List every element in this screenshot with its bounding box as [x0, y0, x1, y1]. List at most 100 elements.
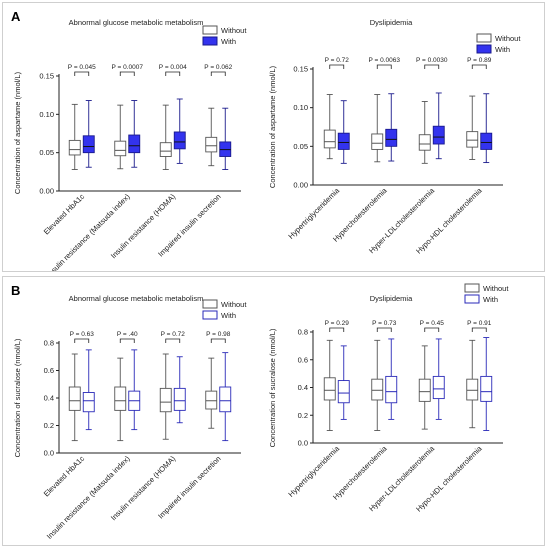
y-tick-label: 0.2 — [298, 411, 308, 420]
chart-glucose-aspartame: Abnormal glucose metabolic metabolism 0.0… — [13, 18, 247, 271]
legend-swatch-without — [202, 299, 218, 309]
y-tick-label: 0.10 — [39, 110, 54, 119]
panel-a: A Abnormal glucose metabolic metabolism 0… — [2, 2, 545, 272]
p-value-label: P = 0.004 — [159, 64, 187, 71]
p-value-label: P = 0.63 — [70, 331, 95, 338]
p-value-bracket — [471, 327, 487, 332]
panel-a-letter: A — [11, 9, 21, 24]
box-with — [82, 135, 95, 154]
y-tick-label: 0.4 — [44, 394, 54, 403]
p-value-label: P = 0.062 — [204, 64, 232, 71]
box-without — [323, 377, 336, 401]
legend-swatch-without — [476, 33, 492, 43]
box-with — [173, 387, 186, 411]
p-value-bracket — [376, 64, 392, 69]
y-tick-label: 0.15 — [39, 72, 54, 81]
legend-swatch-with — [202, 36, 218, 46]
box-with — [173, 131, 186, 150]
y-axis-label: Concentration of aspartame (nmol/L) — [13, 71, 22, 194]
box-without — [114, 386, 127, 411]
legend-label-without: Without — [483, 284, 509, 293]
p-value-label: P = 0.73 — [372, 320, 397, 327]
y-axis-label: Concentration of sucralose (nmol/L) — [13, 338, 22, 457]
chart-glucose-sucralose: Abnormal glucose metabolic metabolism 0.0… — [13, 294, 247, 541]
p-value-label: P = 0.0007 — [111, 64, 143, 71]
box-without — [418, 134, 431, 151]
category-label: Hypertriglyceridemia — [286, 443, 341, 498]
y-tick-label: 0.4 — [298, 383, 308, 392]
chart-title: Dyslipidemia — [370, 18, 413, 27]
chart-title: Abnormal glucose metabolic metabolism — [69, 18, 204, 27]
y-tick-label: 0.05 — [39, 148, 54, 157]
y-tick-label: 0.2 — [44, 421, 54, 430]
legend-swatch-without — [202, 25, 218, 35]
box-without — [371, 378, 384, 401]
p-value-bracket — [210, 71, 226, 76]
y-tick-label: 0.05 — [293, 142, 308, 151]
box-with — [337, 132, 350, 150]
p-value-bracket — [74, 338, 90, 343]
y-tick-label: 0.10 — [293, 103, 308, 112]
legend-label-with: With — [221, 37, 236, 46]
legend-swatch-with — [202, 310, 218, 320]
legend-swatch-with — [476, 44, 492, 54]
box-with — [432, 125, 445, 145]
p-value-label: P = 0.29 — [325, 320, 350, 327]
box-with — [219, 386, 232, 413]
legend-label-without: Without — [221, 26, 247, 35]
box-without — [205, 390, 218, 410]
p-value-label: P = 0.98 — [206, 331, 231, 338]
chart-title: Dyslipidemia — [370, 294, 413, 303]
panel-b-svg: B Abnormal glucose metabolic metabolism 0… — [11, 283, 509, 541]
box-without — [371, 133, 384, 150]
p-value-bracket — [424, 327, 440, 332]
y-tick-label: 0.6 — [298, 355, 308, 364]
chart-dyslipidemia-sucralose: Dyslipidemia 0.0 0.2 0.4 0.6 0.8 Concentration… — [268, 283, 509, 514]
box-with — [82, 392, 95, 413]
p-value-bracket — [210, 338, 226, 343]
box-with — [337, 380, 350, 404]
box-with — [385, 375, 398, 404]
box-without — [159, 387, 172, 413]
box-without — [466, 378, 479, 401]
box-without — [159, 142, 172, 157]
p-value-label: P = 0.0030 — [416, 57, 448, 64]
p-value-label: P = 0.91 — [467, 320, 492, 327]
category-label: Elevated HbA1c — [42, 454, 87, 499]
legend-label-without: Without — [495, 34, 521, 43]
p-value-label: P = 0.72 — [161, 331, 186, 338]
box-without — [205, 136, 218, 153]
y-tick-label: 0.0 — [298, 439, 308, 448]
p-value-label: P = 0.72 — [325, 57, 350, 64]
box-with — [128, 134, 141, 154]
panel-b: B Abnormal glucose metabolic metabolism 0… — [2, 276, 545, 546]
box-without — [466, 131, 479, 148]
box-with — [480, 375, 493, 402]
legend-swatch-without — [464, 283, 480, 293]
p-value-bracket — [376, 327, 392, 332]
y-axis-label: Concentration of sucralose (nmol/L) — [268, 328, 277, 447]
box-without — [68, 386, 81, 411]
p-value-bracket — [424, 64, 440, 69]
chart-dyslipidemia-aspartame: Dyslipidemia 0.00 0.05 0.10 0.15 Concentratio… — [268, 18, 521, 256]
category-label: Hypertriglyceridemia — [286, 185, 341, 240]
y-tick-label: 0.8 — [298, 328, 308, 337]
category-label: Insulin resistance (Matsuda index) — [45, 192, 132, 271]
category-label: Insulin resistance (Matsuda index) — [45, 454, 132, 541]
p-value-label: P = 0.45 — [420, 320, 445, 327]
p-value-bracket — [471, 64, 487, 69]
y-tick-label: 0.15 — [293, 65, 308, 74]
box-without — [323, 129, 336, 149]
y-tick-label: 0.0 — [44, 449, 54, 458]
p-value-bracket — [329, 64, 345, 69]
y-tick-label: 0.00 — [293, 181, 308, 190]
legend-label-with: With — [221, 311, 236, 320]
legend-label-without: Without — [221, 300, 247, 309]
y-tick-label: 0.00 — [39, 187, 54, 196]
p-value-label: P = .40 — [117, 331, 138, 338]
legend-label-with: With — [483, 295, 498, 304]
box-without — [68, 139, 81, 156]
y-axis-label: Concentration of aspartame (nmol/L) — [268, 65, 277, 188]
panel-a-svg: A Abnormal glucose metabolic metabolism 0… — [11, 9, 521, 271]
